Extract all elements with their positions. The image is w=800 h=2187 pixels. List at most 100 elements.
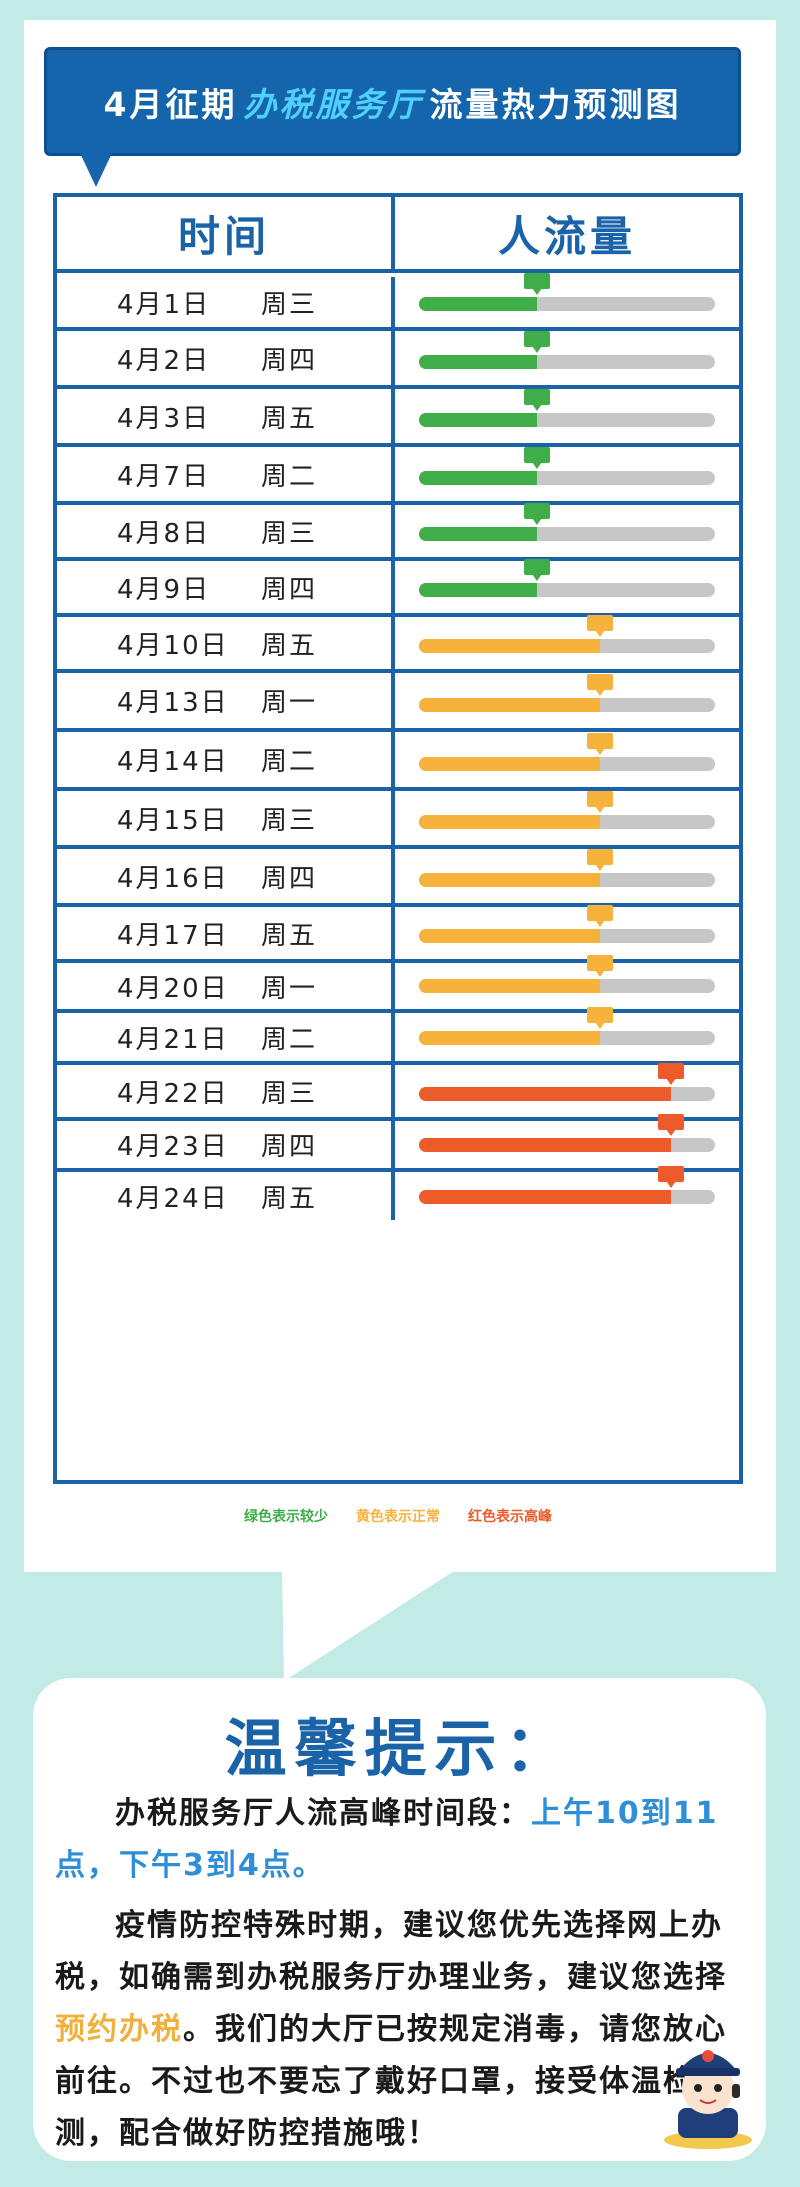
flow-cell bbox=[395, 503, 739, 557]
flow-bar-fill bbox=[419, 873, 600, 887]
flow-cell bbox=[395, 849, 739, 903]
date-label: 4月23日 bbox=[117, 1132, 229, 1162]
tip-body: 办税服务厅人流高峰时间段：上午10到11点，下午3到4点。 疫情防控特殊时期，建… bbox=[55, 1788, 745, 2160]
date-label: 4月9日 bbox=[117, 574, 211, 605]
tip-title: 温馨提示： bbox=[224, 1712, 575, 1785]
legend-item-low: 绿色表示较少 bbox=[244, 1509, 328, 1525]
flow-bar-fill bbox=[419, 757, 600, 771]
flow-bar-track bbox=[419, 1114, 715, 1152]
weekday-label: 周五 bbox=[261, 403, 318, 434]
table-row: 4月10日 周五 bbox=[57, 615, 739, 673]
flow-marker-icon bbox=[586, 615, 613, 637]
flow-cell bbox=[395, 1007, 739, 1061]
flow-bar-track bbox=[419, 559, 715, 597]
flow-cell bbox=[395, 732, 739, 787]
flow-bar-track bbox=[419, 733, 715, 771]
flow-cell bbox=[395, 273, 739, 327]
flow-bar-track bbox=[419, 955, 715, 993]
flow-cell bbox=[395, 331, 739, 385]
date-label: 4月16日 bbox=[117, 863, 229, 894]
flow-cell bbox=[395, 1063, 739, 1117]
flow-marker-icon bbox=[524, 331, 551, 353]
date-label: 4月7日 bbox=[117, 461, 211, 492]
tip-p2-a: 疫情防控特殊时期，建议您优先选择网上办税，如确需到办税服务厅办理业务，建议您选择 bbox=[55, 1908, 727, 1995]
flow-marker-icon bbox=[524, 447, 551, 469]
tip-card: 温馨提示： 办税服务厅人流高峰时间段：上午10到11点，下午3到4点。 疫情防控… bbox=[33, 1678, 766, 2161]
header-flow: 人流量 bbox=[497, 211, 636, 261]
flow-bar-track bbox=[419, 1166, 715, 1204]
weekday-label: 周四 bbox=[261, 863, 318, 894]
flow-cell bbox=[395, 447, 739, 501]
flow-bar-track bbox=[419, 1063, 715, 1101]
header-time: 时间 bbox=[57, 197, 395, 269]
date-label: 4月24日 bbox=[117, 1183, 229, 1214]
title-prefix: 4月征期 bbox=[103, 84, 238, 124]
weekday-label: 周四 bbox=[261, 345, 318, 376]
tax-officer-mascot-icon bbox=[664, 2050, 752, 2149]
tip-paragraph-2: 疫情防控特殊时期，建议您优先选择网上办税，如确需到办税服务厅办理业务，建议您选择… bbox=[55, 1900, 745, 2160]
weekday-label: 周四 bbox=[261, 1132, 318, 1162]
flow-bar-track bbox=[419, 791, 715, 829]
date-cell: 4月17日 周五 bbox=[57, 907, 395, 959]
title-suffix: 流量热力预测图 bbox=[429, 84, 682, 124]
flow-cell bbox=[395, 673, 739, 728]
table-body: 4月1日 周三 4月2日 周四 4月3日 周五 4月7日 周二 4月8日 周三 4月9日 周四 4月10… bbox=[57, 273, 739, 1480]
flow-cell bbox=[395, 615, 739, 669]
date-cell: 4月15日 周三 bbox=[57, 791, 395, 845]
weekday-label: 周三 bbox=[261, 805, 318, 836]
table-row: 4月3日 周五 bbox=[57, 389, 739, 447]
date-cell: 4月16日 周四 bbox=[57, 849, 395, 903]
tip-p2-b: 。我们的大厅已按规定消毒，请您放心前往。不过也不要忘了戴好口罩，接受体温检测，配… bbox=[55, 2012, 727, 2151]
legend-item-high: 红色表示高峰 bbox=[468, 1509, 552, 1525]
flow-marker-icon bbox=[524, 273, 551, 295]
flow-bar-fill bbox=[419, 413, 538, 427]
flow-cell bbox=[395, 559, 739, 613]
weekday-label: 周二 bbox=[261, 1024, 318, 1055]
date-label: 4月15日 bbox=[117, 805, 229, 836]
table-header: 时间 人流量 bbox=[57, 197, 739, 273]
flow-bar-fill bbox=[419, 471, 538, 485]
flow-bar-track bbox=[419, 273, 715, 311]
date-cell: 4月2日 周四 bbox=[57, 331, 395, 385]
speech-arrow bbox=[282, 1571, 454, 1681]
title-highlight: 办税服务厅 bbox=[243, 84, 424, 124]
table-row: 4月15日 周三 bbox=[57, 791, 739, 849]
flow-bar-track bbox=[419, 674, 715, 712]
date-label: 4月14日 bbox=[117, 747, 229, 777]
date-cell: 4月3日 周五 bbox=[57, 389, 395, 443]
flow-bar-fill bbox=[419, 1031, 600, 1045]
tip-p1-lead: 办税服务厅人流高峰时间段： bbox=[115, 1796, 531, 1831]
flow-bar-fill bbox=[419, 583, 538, 597]
flow-bar-fill bbox=[419, 698, 600, 712]
flow-marker-icon bbox=[524, 389, 551, 411]
banner-tail bbox=[80, 153, 112, 187]
weekday-label: 周二 bbox=[261, 461, 318, 492]
flow-bar-fill bbox=[419, 1138, 671, 1152]
date-cell: 4月21日 周二 bbox=[57, 1013, 395, 1061]
tip-p2-highlight: 预约办税 bbox=[55, 2012, 183, 2047]
table-row: 4月21日 周二 bbox=[57, 1007, 739, 1065]
date-cell: 4月13日 周一 bbox=[57, 673, 395, 728]
flow-marker-icon bbox=[586, 905, 613, 927]
date-label: 4月13日 bbox=[117, 688, 229, 718]
date-cell: 4月10日 周五 bbox=[57, 617, 395, 669]
table-row: 4月13日 周一 bbox=[57, 673, 739, 732]
legend-item-normal: 黄色表示正常 bbox=[356, 1509, 440, 1525]
page-title: 4月征期 办税服务厅 流量热力预测图 bbox=[44, 47, 741, 156]
table-row: 4月7日 周二 bbox=[57, 447, 739, 505]
flow-bar-fill bbox=[419, 1190, 671, 1204]
flow-bar-track bbox=[419, 503, 715, 541]
flow-bar-track bbox=[419, 1007, 715, 1045]
table-row: 4月24日 周五 bbox=[57, 1166, 739, 1220]
flow-marker-icon bbox=[524, 559, 551, 581]
weekday-label: 周三 bbox=[261, 289, 318, 320]
flow-marker-icon bbox=[586, 791, 613, 813]
tip-p1-highlight: 上午10到11点，下午3到4点。 bbox=[55, 1796, 719, 1883]
flow-bar-track bbox=[419, 615, 715, 653]
flow-cell bbox=[395, 389, 739, 443]
date-label: 4月8日 bbox=[117, 518, 211, 549]
date-cell: 4月8日 周三 bbox=[57, 505, 395, 557]
date-cell: 4月7日 周二 bbox=[57, 447, 395, 501]
weekday-label: 周一 bbox=[261, 688, 318, 718]
flow-bar-fill bbox=[419, 929, 600, 943]
